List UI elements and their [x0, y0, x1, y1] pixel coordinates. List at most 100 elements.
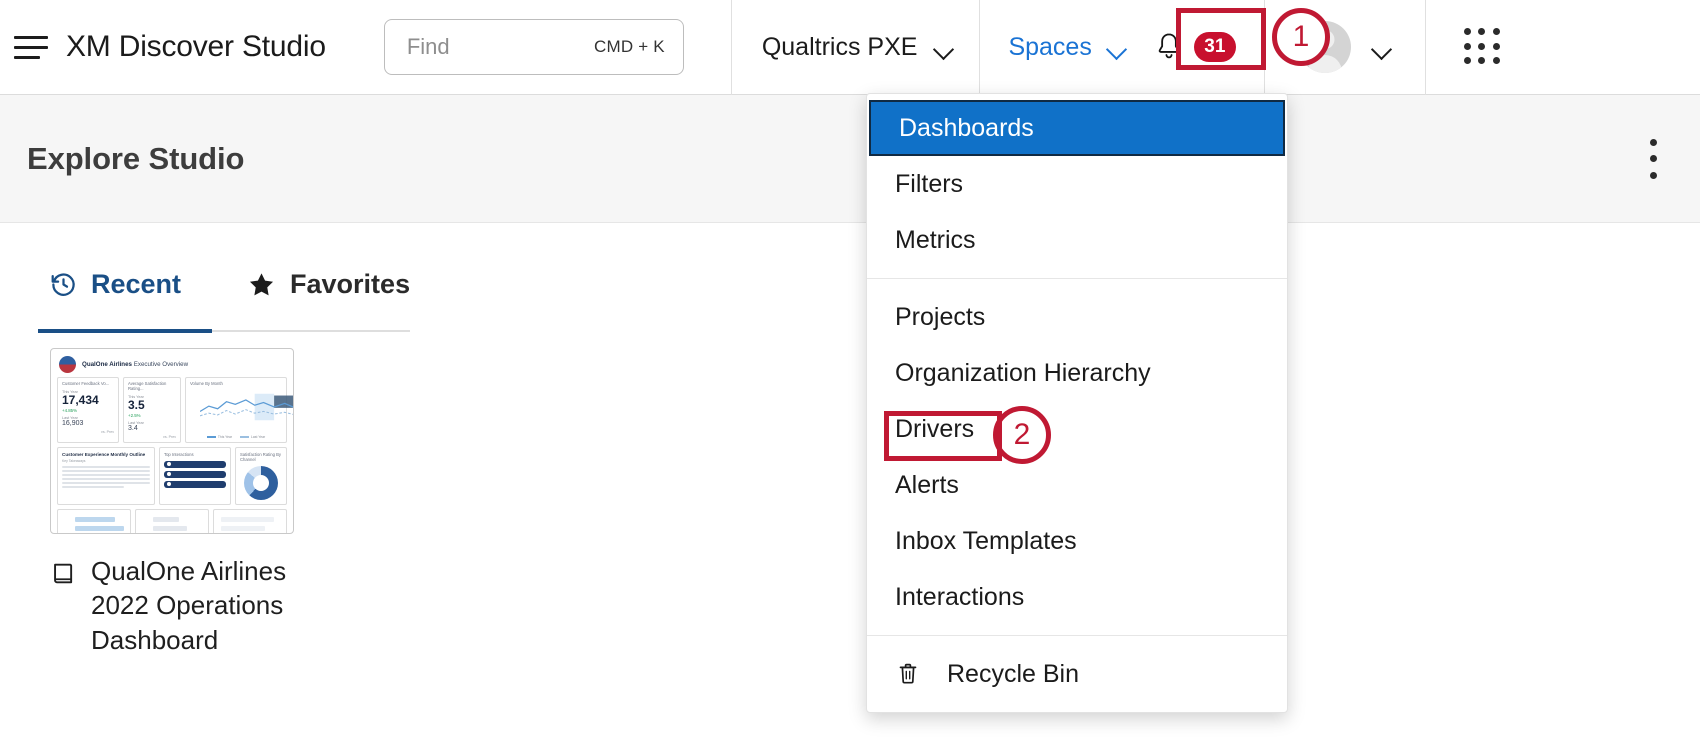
- toolbar-divider: [979, 0, 981, 95]
- grid-dot: [1493, 42, 1501, 50]
- menu-item-inbox-templates[interactable]: Inbox Templates: [895, 526, 1077, 555]
- menu-item-interactions[interactable]: Interactions: [895, 582, 1025, 611]
- menu-item-alerts[interactable]: Alerts: [895, 470, 959, 499]
- spaces-label: Spaces: [1008, 32, 1092, 61]
- grid-dot: [1493, 28, 1501, 35]
- kpi-value: 3.5: [128, 398, 145, 412]
- grid-dot: [1463, 42, 1471, 50]
- sparkline-svg: [200, 393, 293, 421]
- chevron-down-icon: [935, 42, 953, 52]
- user-menu[interactable]: [1265, 0, 1425, 95]
- grid-apps-icon[interactable]: [1463, 28, 1502, 66]
- kebab-dot: [1649, 171, 1657, 179]
- brand-logo-icon: [59, 356, 76, 373]
- thumbnail-mini-widget: [57, 508, 131, 533]
- menu-item-recycle-bin[interactable]: Recycle Bin: [867, 646, 1287, 702]
- thumbnail-kpi-row: Customer Feedback Vo... This Year 17,434…: [57, 377, 293, 443]
- thumbnail-lower-row: Customer Experience Monthly Outline Key …: [57, 446, 287, 505]
- kpi-footer: vs. Prev: [101, 429, 114, 434]
- star-icon: [247, 270, 276, 299]
- donut-chart: [244, 465, 278, 500]
- search-placeholder: Find: [406, 34, 450, 59]
- bell-icon: [1156, 32, 1182, 62]
- tab-favorites[interactable]: Favorites: [205, 269, 434, 318]
- tab-rail: [38, 330, 410, 332]
- tab-active-indicator: [38, 329, 212, 333]
- dashboard-book-icon: [50, 560, 77, 592]
- list-item: QualOne Airlines Executive Overview Cust…: [50, 348, 312, 657]
- search-input[interactable]: Find CMD + K: [383, 19, 684, 75]
- menu-item-drivers[interactable]: Drivers: [895, 414, 975, 443]
- hamburger-line: [14, 55, 40, 59]
- trash-icon: [895, 660, 921, 688]
- grid-dot: [1478, 28, 1486, 35]
- card-label: QualOne Airlines 2022 Operations Dashboa…: [50, 554, 312, 657]
- menu-item-filters[interactable]: Filters: [895, 169, 964, 198]
- toolbar-divider: [1424, 0, 1426, 95]
- kpi-prev-label: Last Year: [128, 420, 144, 425]
- bar-widget-caption: Top Interactions: [164, 451, 194, 457]
- app-title: XM Discover Studio: [66, 30, 326, 63]
- thumbnail-preview: QualOne Airlines Executive Overview Cust…: [51, 349, 293, 533]
- main-content: Recent Favorites QualOne: [0, 223, 1700, 742]
- bar-item: [164, 460, 226, 468]
- page-title: Explore Studio: [27, 140, 245, 176]
- history-clock-icon: [50, 271, 77, 298]
- thumbnail-kpi-tile: Customer Feedback Vo... This Year 17,434…: [57, 377, 119, 443]
- grid-dot: [1478, 57, 1486, 65]
- avatar: [1298, 21, 1351, 73]
- card-title[interactable]: QualOne Airlines 2022 Operations Dashboa…: [91, 556, 287, 655]
- bar-item: [164, 480, 226, 488]
- kpi-footer: vs. Prev: [163, 434, 176, 439]
- menu-item-organization-hierarchy[interactable]: Organization Hierarchy: [895, 358, 1151, 387]
- kpi-prev-label: Last Year: [62, 415, 78, 420]
- hamburger-icon[interactable]: [14, 34, 48, 60]
- kebab-dot: [1649, 155, 1657, 162]
- chart-legend: This Year Last Year: [186, 435, 286, 439]
- tenant-label: Qualtrics PXE: [761, 32, 918, 61]
- thumbnail-brand: QualOne Airlines: [82, 361, 132, 368]
- grid-dot: [1463, 28, 1471, 35]
- thumbnail-bottom-row: [57, 508, 287, 533]
- tenant-selector[interactable]: Qualtrics PXE: [732, 0, 980, 95]
- kebab-menu-icon[interactable]: [1648, 138, 1658, 179]
- thumbnail-subtitle: Executive Overview: [133, 361, 189, 368]
- thumbnail-bar-widget: Top Interactions: [159, 446, 231, 505]
- thumbnail-mini-widget: [213, 508, 287, 533]
- thumbnail-title: QualOne Airlines Executive Overview: [82, 361, 188, 368]
- tab-recent-label: Recent: [91, 269, 182, 299]
- kpi-delta: +4.85%: [62, 407, 78, 413]
- menu-divider: [867, 278, 1287, 279]
- menu-item-dashboards[interactable]: Dashboards: [869, 100, 1285, 156]
- thumbnail-header: QualOne Airlines Executive Overview: [57, 354, 287, 377]
- text-widget-subheading: Key Takeaways: [62, 458, 86, 463]
- text-widget-body: [62, 465, 150, 488]
- spaces-dropdown-menu: Dashboards Filters Metrics Projects Orga…: [866, 93, 1288, 713]
- notifications-button[interactable]: 31: [1148, 32, 1236, 62]
- notification-count-badge: 31: [1193, 32, 1236, 62]
- grid-dot: [1493, 57, 1501, 65]
- menu-item-recycle-bin-label: Recycle Bin: [947, 659, 1079, 688]
- hamburger-line: [14, 45, 48, 49]
- tab-bar: Recent Favorites: [38, 269, 434, 318]
- kpi-prev-value: 16,903: [62, 419, 84, 427]
- menu-item-projects[interactable]: Projects: [895, 302, 986, 331]
- tab-favorites-label: Favorites: [290, 269, 411, 299]
- kpi-caption: Customer Feedback Vo...: [62, 381, 110, 386]
- chevron-down-icon: [1373, 42, 1391, 52]
- thumbnail-mini-widget: [135, 508, 209, 533]
- page-header: Explore Studio: [0, 95, 1700, 223]
- bar-item: [164, 470, 226, 478]
- kpi-period-label: This Year: [128, 395, 144, 399]
- spaces-dropdown[interactable]: Spaces: [980, 0, 1147, 95]
- kpi-caption: Average Satisfaction Rating...: [128, 381, 167, 391]
- top-navigation-bar: XM Discover Studio Find CMD + K Qualtric…: [0, 0, 1700, 95]
- menu-item-metrics[interactable]: Metrics: [895, 225, 976, 254]
- kebab-dot: [1649, 138, 1657, 146]
- dashboard-thumbnail[interactable]: QualOne Airlines Executive Overview Cust…: [50, 348, 294, 534]
- toolbar-divider: [730, 0, 732, 95]
- tab-recent[interactable]: Recent: [38, 269, 205, 318]
- kpi-delta: +2.5%: [128, 412, 141, 418]
- donut-widget-caption: Satisfaction Rating By Channel: [240, 451, 281, 462]
